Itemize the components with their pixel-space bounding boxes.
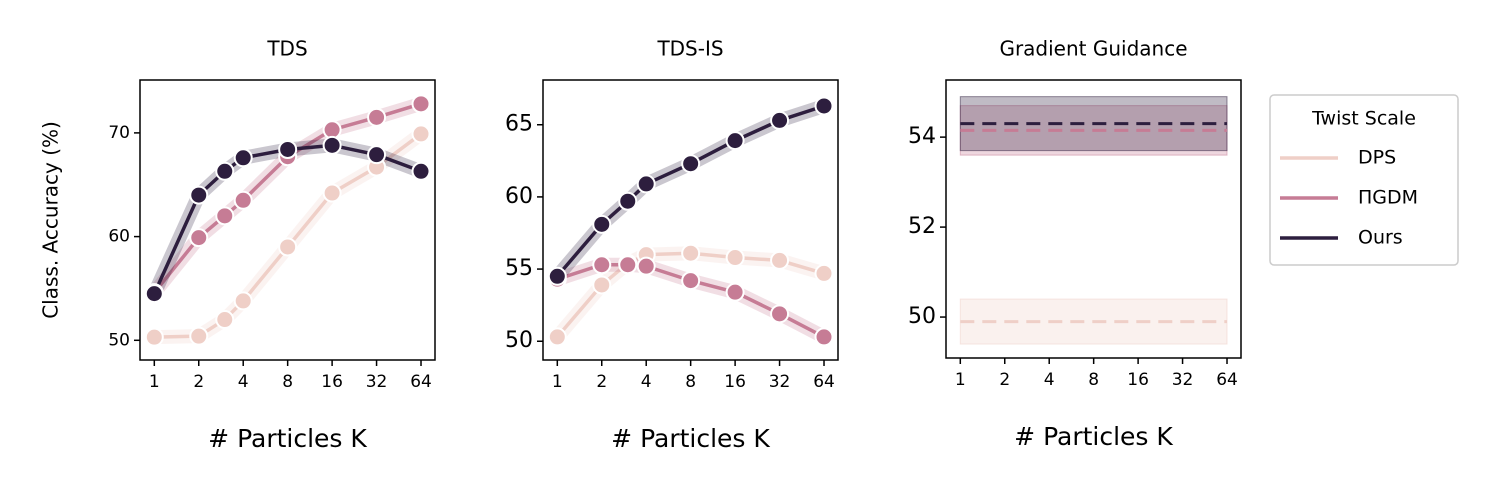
- marker: [411, 124, 431, 144]
- marker: [278, 139, 298, 159]
- x-tick-label: 32: [366, 372, 388, 392]
- marker: [618, 191, 638, 211]
- y-tick-label: 60: [505, 184, 533, 209]
- panel-title: TDS: [266, 37, 307, 61]
- marker: [144, 327, 164, 347]
- panel-title: Gradient Guidance: [999, 37, 1187, 61]
- marker: [592, 214, 612, 234]
- x-axis-label: # Particles K: [611, 424, 770, 453]
- y-tick-label: 50: [505, 328, 533, 353]
- y-tick-label: 54: [908, 124, 936, 149]
- marker: [725, 282, 745, 302]
- axes-frame: [945, 79, 1242, 359]
- legend-label: Ours: [1358, 227, 1403, 249]
- marker: [547, 266, 567, 286]
- marker: [367, 107, 387, 127]
- marker: [770, 304, 790, 324]
- marker: [215, 310, 235, 330]
- y-tick-label: 60: [108, 227, 130, 247]
- marker: [322, 120, 342, 140]
- marker: [233, 291, 253, 311]
- y-tick-label: 55: [505, 256, 533, 281]
- x-tick-label: 16: [724, 372, 746, 392]
- marker: [189, 228, 209, 248]
- x-tick-label: 8: [685, 372, 696, 392]
- marker: [189, 185, 209, 205]
- marker: [636, 256, 656, 276]
- marker: [725, 131, 745, 151]
- x-tick-label: 16: [1127, 370, 1149, 390]
- x-tick-label: 64: [410, 372, 432, 392]
- marker: [592, 275, 612, 295]
- axes-frame: [542, 79, 839, 361]
- marker: [189, 326, 209, 346]
- marker: [547, 327, 567, 347]
- y-axis-label: Class. Accuracy (%): [39, 121, 63, 319]
- legend-title: Twist Scale: [1311, 108, 1416, 130]
- x-tick-label: 32: [1172, 370, 1194, 390]
- x-axis-label: # Particles K: [208, 424, 367, 453]
- x-tick-label: 2: [999, 370, 1010, 390]
- marker: [411, 161, 431, 181]
- x-tick-label: 4: [1044, 370, 1055, 390]
- marker: [814, 96, 834, 116]
- marker: [278, 237, 298, 257]
- marker: [770, 250, 790, 270]
- x-tick-label: 16: [321, 372, 343, 392]
- y-tick-label: 50: [108, 330, 130, 350]
- x-tick-label: 2: [193, 372, 204, 392]
- legend-label: ΠGDM: [1358, 187, 1418, 209]
- x-tick-label: 1: [149, 372, 160, 392]
- marker: [215, 161, 235, 181]
- x-tick-label: 4: [641, 372, 652, 392]
- axes-frame: [139, 79, 436, 361]
- x-tick-label: 2: [596, 372, 607, 392]
- x-tick-label: 64: [813, 372, 835, 392]
- marker: [725, 248, 745, 268]
- marker: [592, 255, 612, 275]
- x-tick-label: 1: [552, 372, 563, 392]
- y-tick-label: 70: [108, 123, 130, 143]
- legend-label: DPS: [1358, 147, 1396, 169]
- marker: [770, 110, 790, 130]
- x-tick-label: 8: [1088, 370, 1099, 390]
- x-tick-label: 32: [769, 372, 791, 392]
- y-tick-label: 52: [908, 214, 936, 239]
- x-tick-label: 4: [238, 372, 249, 392]
- y-tick-label: 65: [505, 112, 533, 137]
- x-tick-label: 8: [282, 372, 293, 392]
- marker: [322, 183, 342, 203]
- marker: [233, 148, 253, 168]
- legend-box: [1269, 94, 1459, 266]
- x-tick-label: 1: [955, 370, 966, 390]
- marker: [636, 174, 656, 194]
- y-tick-label: 50: [908, 304, 936, 329]
- marker: [233, 190, 253, 210]
- marker: [681, 154, 701, 174]
- panel-title: TDS-IS: [656, 37, 723, 61]
- x-tick-label: 64: [1216, 370, 1238, 390]
- marker: [814, 263, 834, 283]
- marker: [144, 284, 164, 304]
- marker: [411, 94, 431, 114]
- marker: [322, 135, 342, 155]
- marker: [681, 243, 701, 263]
- marker: [215, 206, 235, 226]
- marker: [367, 145, 387, 165]
- marker: [681, 271, 701, 291]
- marker: [814, 327, 834, 347]
- marker: [618, 255, 638, 275]
- x-axis-label: # Particles K: [1014, 422, 1173, 451]
